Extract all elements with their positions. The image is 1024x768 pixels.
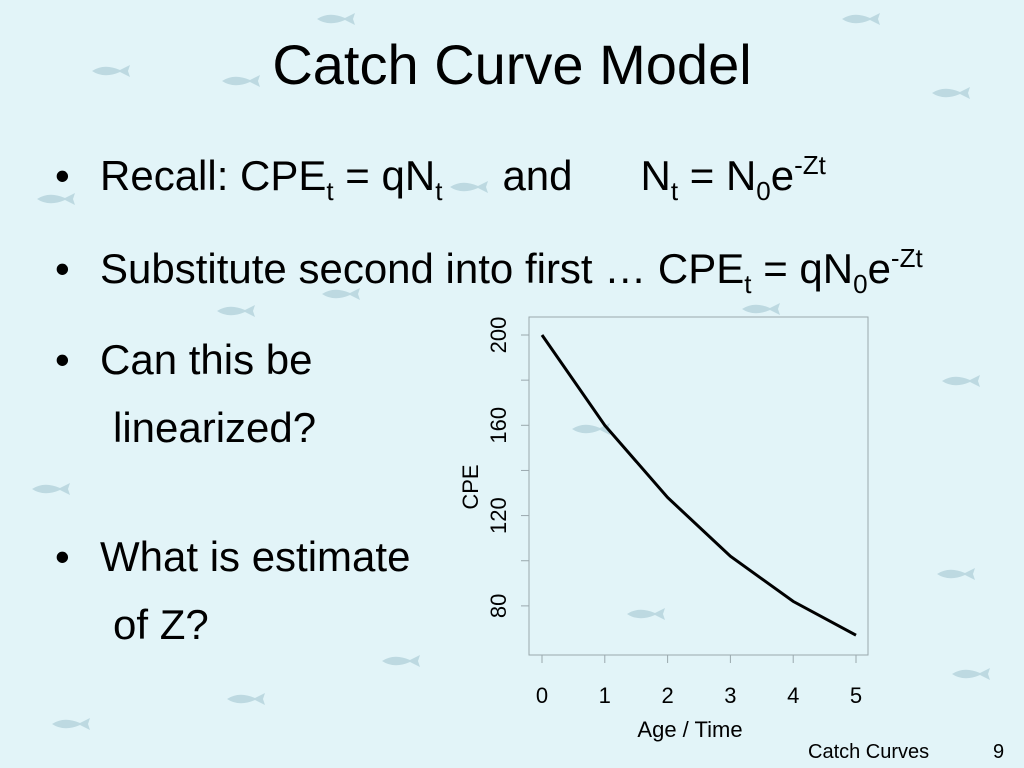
text: = qN [751,245,854,292]
fish-watermark-icon [217,305,255,317]
x-axis-label: Age / Time [637,717,742,742]
text: Substitute second into first … CPE [100,245,745,292]
cpe-line-chart: 0 1 2 3 4 5 80 120 160 200 CPE Age / Time [458,316,869,742]
text: e [770,152,795,199]
x-tick-label: 2 [661,683,673,708]
fish-watermark-icon [32,483,70,495]
text: Recall: CPE [100,152,327,199]
fish-watermark-icon [932,87,970,99]
y-tick-label: 80 [486,594,511,618]
fish-watermark-icon [942,375,980,387]
slide-title: Catch Curve Model [272,33,752,96]
y-axis-label: CPE [458,464,483,509]
bullet-linearize: • Can this be [55,335,312,385]
bullet-dot: • [55,245,70,292]
x-tick-label: 4 [787,683,799,708]
x-tick-label: 5 [850,683,862,708]
superscript: -Zt [794,150,826,180]
fish-watermark-icon [952,668,990,680]
fish-watermark-icon [37,193,75,205]
fish-watermark-icon [937,568,975,580]
fish-watermark-icon [450,181,488,193]
fish-watermark-icon [627,608,665,620]
subscript: t [670,176,679,206]
y-tick-label: 160 [486,407,511,444]
subscript: t [435,176,443,206]
text: = N [678,152,757,199]
y-tick-label: 120 [486,497,511,534]
text: e [867,245,891,292]
bullet-linearize-continued: linearized? [113,404,317,451]
text: N [640,152,671,199]
text: What is estimate [100,533,411,580]
x-tick-label: 1 [599,683,611,708]
y-tick-label: 200 [486,317,511,354]
bullet-dot: • [55,533,70,580]
fish-watermark-icon [842,13,880,25]
text: = qN [333,152,436,199]
fish-watermark-icon [742,303,780,315]
bullet-estimate-continued: of Z? [113,601,209,648]
subscript: 0 [853,269,868,299]
cpe-series-line [540,334,857,637]
fish-watermark-icon [52,718,90,730]
fish-watermark-icon [382,655,420,667]
fish-watermark-icon [227,693,265,705]
bullet-estimate: • What is estimate [55,532,410,582]
text: and [502,152,573,199]
fish-watermark-icon [317,13,355,25]
fish-watermark-icon [92,65,130,77]
fish-watermark-icon [322,288,360,300]
footer-label: Catch Curves [808,741,930,763]
bullet-dot: • [55,336,70,383]
subscript: t [744,269,752,299]
fish-watermark-icon [572,423,610,435]
bullet-dot: • [55,152,70,199]
text: Can this be [100,336,313,383]
bullet-recall: • Recall: CPEt = qNt and Nt = N0e-Zt [55,140,826,216]
subscript: t [326,176,334,206]
x-tick-label: 0 [536,683,548,708]
subscript: 0 [756,176,771,206]
x-tick-label: 3 [724,683,736,708]
page-number: 9 [993,741,1005,763]
plot-frame [528,316,869,656]
fish-watermark-icon [222,75,260,87]
bullet-substitute: • Substitute second into first … CPEt = q… [55,233,923,309]
superscript: -Zt [890,243,923,273]
